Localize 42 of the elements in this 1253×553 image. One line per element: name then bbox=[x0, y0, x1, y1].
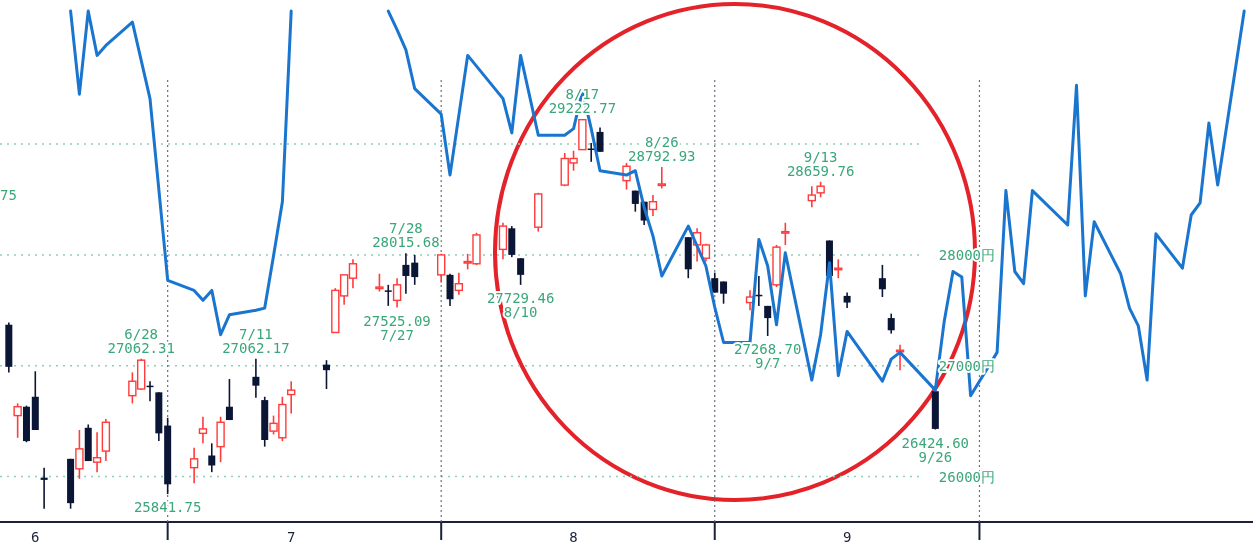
candlestick bbox=[208, 442, 216, 473]
candlestick bbox=[711, 271, 719, 294]
candlestick bbox=[198, 415, 208, 445]
candlestick bbox=[384, 284, 392, 307]
candlestick bbox=[225, 378, 233, 421]
annotation: 26424.60 9/26 bbox=[901, 434, 970, 465]
candlestick bbox=[402, 252, 410, 295]
annotation: 6/28 27062.31 bbox=[107, 325, 175, 356]
candlestick bbox=[286, 380, 296, 415]
annotation: 7/11 27062.17 bbox=[222, 325, 290, 356]
candlestick bbox=[596, 126, 604, 153]
annotation: 7/28 28015.68 bbox=[372, 220, 440, 251]
annotation: 8/26 28792.93 bbox=[628, 134, 696, 165]
candlestick bbox=[392, 277, 402, 309]
candlestick bbox=[878, 264, 886, 298]
candlestick bbox=[411, 254, 419, 286]
candlestick bbox=[764, 305, 772, 337]
candlestick bbox=[517, 257, 525, 286]
candlestick bbox=[92, 431, 102, 473]
candlestick bbox=[657, 166, 666, 190]
candlestick bbox=[498, 221, 508, 261]
x-tick-label: 9 bbox=[842, 529, 852, 545]
candlestick bbox=[189, 446, 199, 485]
candlestick bbox=[807, 185, 816, 209]
candlestick bbox=[75, 429, 84, 480]
annotation: 27268.70 9/7 bbox=[733, 340, 802, 371]
candlestick bbox=[454, 271, 464, 296]
candlestick bbox=[781, 221, 790, 246]
annotation: 27525.09 7/27 bbox=[363, 312, 431, 343]
annotation: 75 bbox=[0, 187, 17, 203]
candlestick bbox=[252, 358, 260, 399]
annotation: 25841.75 bbox=[133, 499, 202, 516]
candlestick bbox=[322, 359, 330, 390]
candlestick bbox=[887, 312, 895, 335]
candlestick bbox=[437, 253, 446, 284]
x-tick-label: 7 bbox=[286, 529, 296, 545]
x-tick-label: 8 bbox=[569, 529, 578, 545]
annotation: 9/13 28659.76 bbox=[786, 148, 855, 179]
candlestick bbox=[648, 194, 658, 217]
x-tick-label: 6 bbox=[31, 529, 40, 545]
candlestick bbox=[13, 402, 22, 439]
y-tick-label: 26000円 bbox=[938, 468, 995, 485]
